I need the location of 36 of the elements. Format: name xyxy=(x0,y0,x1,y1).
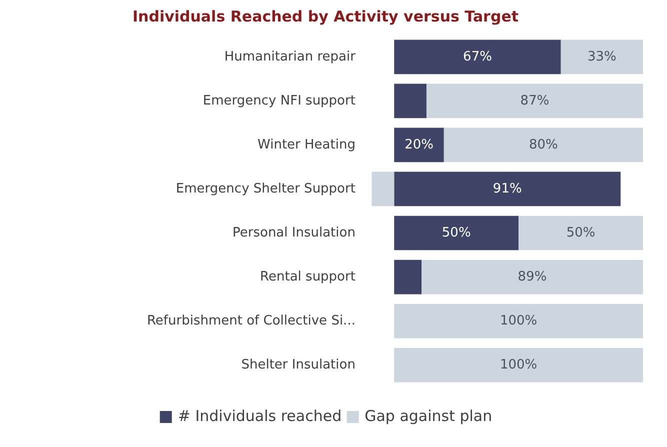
bar xyxy=(394,216,519,250)
y-tick-label: Rental support xyxy=(260,270,356,285)
data-label: 80% xyxy=(529,137,558,152)
bar xyxy=(394,172,621,206)
bar xyxy=(444,128,644,162)
y-tick-label: Humanitarian repair xyxy=(224,49,356,64)
data-label: 89% xyxy=(518,270,547,285)
bar xyxy=(394,304,644,338)
data-label: 33% xyxy=(588,49,616,64)
data-label: 50% xyxy=(566,226,596,240)
y-tick-label: Refurbishment of Collective Si... xyxy=(146,314,356,329)
y-tick-label: Winter Heating xyxy=(258,137,356,152)
data-label: 100% xyxy=(500,358,538,373)
bar xyxy=(394,40,561,74)
bar xyxy=(422,260,644,294)
data-label: 100% xyxy=(500,314,538,329)
bar xyxy=(372,172,394,206)
legend-label: # Individuals reached xyxy=(178,407,342,425)
bar xyxy=(394,84,426,118)
y-tick-label: Emergency NFI support xyxy=(202,93,356,108)
data-label: 20% xyxy=(404,137,434,152)
bar xyxy=(394,128,444,162)
y-tick-label: Shelter Insulation xyxy=(241,358,356,373)
chart-title: Individuals Reached by Activity versus Target xyxy=(132,8,519,26)
data-label: 67% xyxy=(463,49,492,64)
data-label: 50% xyxy=(442,226,471,240)
y-tick-label: Emergency Shelter Support xyxy=(176,181,356,196)
bar xyxy=(394,348,644,382)
bar xyxy=(560,40,644,74)
y-tick-label: Personal Insulation xyxy=(232,226,356,240)
bar xyxy=(394,260,422,294)
data-label: 91% xyxy=(492,181,522,196)
bar xyxy=(518,216,644,250)
bar xyxy=(426,84,644,118)
legend-label: Gap against plan xyxy=(364,407,492,425)
data-label: 87% xyxy=(520,93,550,108)
